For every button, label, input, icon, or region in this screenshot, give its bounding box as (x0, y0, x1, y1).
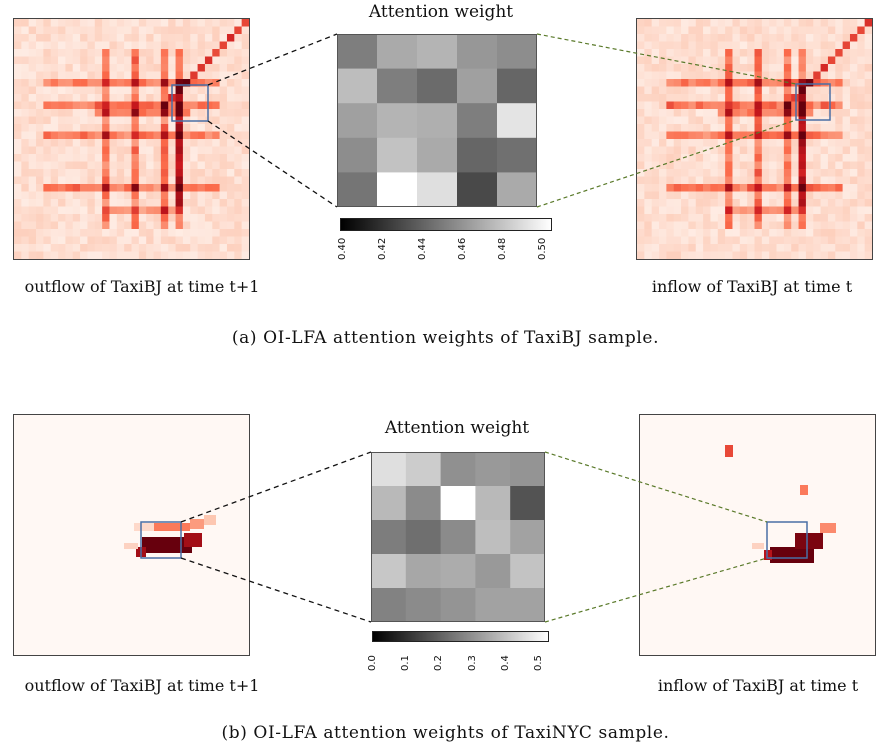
attn-a-cell-2-3 (457, 103, 498, 139)
attn-b-cell-0-1 (405, 452, 442, 487)
outflow-label-a: outflow of TaxiBJ at time t+1 (24, 277, 260, 296)
attn-b-cell-4-1 (405, 588, 442, 622)
attn-a-cell-1-2 (417, 68, 458, 104)
attn-a-cell-0-3 (457, 34, 498, 70)
colorbar-b-tick-5: 0.5 (533, 655, 544, 671)
attn-b-cell-4-0 (371, 588, 407, 622)
attn-a-cell-0-1 (377, 34, 418, 70)
attn-b-cell-2-4 (510, 520, 545, 555)
attn-b-cell-3-2 (440, 554, 476, 589)
attn-a-cell-4-0 (337, 172, 378, 207)
attn-b-cell-2-2 (440, 520, 476, 555)
colorbar-a-tick-2: 0.44 (417, 237, 428, 260)
attn-b-cell-3-4 (510, 554, 545, 589)
attn-a-cell-1-4 (497, 68, 537, 104)
attn-b-cell-3-0 (371, 554, 407, 589)
attn-b-cell-0-2 (440, 452, 476, 487)
attn-a-cell-1-0 (337, 68, 378, 104)
colorbar-a-tick-0: 0.40 (337, 237, 348, 260)
attn-a-cell-2-0 (337, 103, 378, 139)
attn-b-cell-0-4 (510, 452, 545, 487)
attn-b-cell-0-3 (475, 452, 511, 487)
attn-b-cell-4-3 (475, 588, 511, 622)
colorbar-b-tick-3: 0.3 (466, 655, 478, 671)
attn-a-cell-2-1 (377, 103, 418, 139)
attn-b-cell-3-3 (475, 554, 511, 589)
attn-a-cell-2-4 (497, 103, 537, 139)
attention-title-b: Attention weight (384, 418, 530, 438)
attn-b-cell-2-1 (405, 520, 442, 555)
inflow-label-a: inflow of TaxiBJ at time t (651, 277, 853, 296)
taxinyc-outflow-heatmap (13, 414, 250, 656)
attn-b-cell-4-4 (510, 588, 545, 622)
caption-a: (a) OI-LFA attention weights of TaxiBJ s… (231, 328, 660, 348)
attn-b-cell-1-0 (371, 486, 407, 521)
caption-b: (b) OI-LFA attention weights of TaxiNYC … (221, 723, 670, 743)
attn-a-cell-0-0 (337, 34, 378, 70)
colorbar-b-tick-4: 0.4 (499, 655, 511, 671)
attn-b-cell-4-2 (440, 588, 476, 622)
attn-a-cell-3-4 (497, 137, 537, 173)
colorbar-b-tick-1: 0.1 (400, 655, 412, 671)
attn-b-cell-1-2 (440, 486, 476, 521)
attn-b-cell-2-0 (371, 520, 407, 555)
attn-a-cell-4-4 (497, 172, 537, 207)
colorbar-b-tick-0: 0.0 (367, 655, 378, 671)
colorbar-b-tick-2: 0.2 (433, 655, 445, 671)
attention-matrix-b (371, 452, 545, 622)
attention-matrix-a (337, 34, 537, 207)
taxibj-inflow-heatmap (636, 18, 873, 260)
attn-a-cell-1-1 (377, 68, 418, 104)
colorbar-a-tick-5: 0.50 (537, 237, 548, 260)
colorbar-a-tick-1: 0.42 (377, 237, 388, 260)
attn-b-cell-1-4 (510, 486, 545, 521)
taxibj-outflow-heatmap (13, 18, 250, 260)
colorbar-a-tick-4: 0.48 (497, 237, 508, 260)
taxinyc-inflow-heatmap (639, 414, 876, 656)
colorbar-b (372, 631, 549, 642)
attn-b-cell-3-1 (405, 554, 442, 589)
attn-a-cell-3-0 (337, 137, 378, 173)
attention-title-a: Attention weight (368, 2, 514, 22)
attn-a-cell-0-4 (497, 34, 537, 70)
attn-a-cell-3-3 (457, 137, 498, 173)
attn-a-cell-0-2 (417, 34, 458, 70)
attn-b-cell-1-1 (405, 486, 442, 521)
colorbar-a (340, 218, 552, 231)
attn-a-cell-1-3 (457, 68, 498, 104)
attn-a-cell-4-3 (457, 172, 498, 207)
outflow-label-b: outflow of TaxiBJ at time t+1 (24, 676, 260, 695)
attn-a-cell-4-1 (377, 172, 418, 207)
attn-a-cell-4-2 (417, 172, 458, 207)
attn-a-cell-3-1 (377, 137, 418, 173)
colorbar-a-tick-3: 0.46 (457, 237, 468, 260)
inflow-label-b: inflow of TaxiBJ at time t (657, 676, 859, 695)
attn-b-cell-2-3 (475, 520, 511, 555)
attn-b-cell-1-3 (475, 486, 511, 521)
attn-a-cell-2-2 (417, 103, 458, 139)
attn-a-cell-3-2 (417, 137, 458, 173)
attn-b-cell-0-0 (371, 452, 407, 487)
